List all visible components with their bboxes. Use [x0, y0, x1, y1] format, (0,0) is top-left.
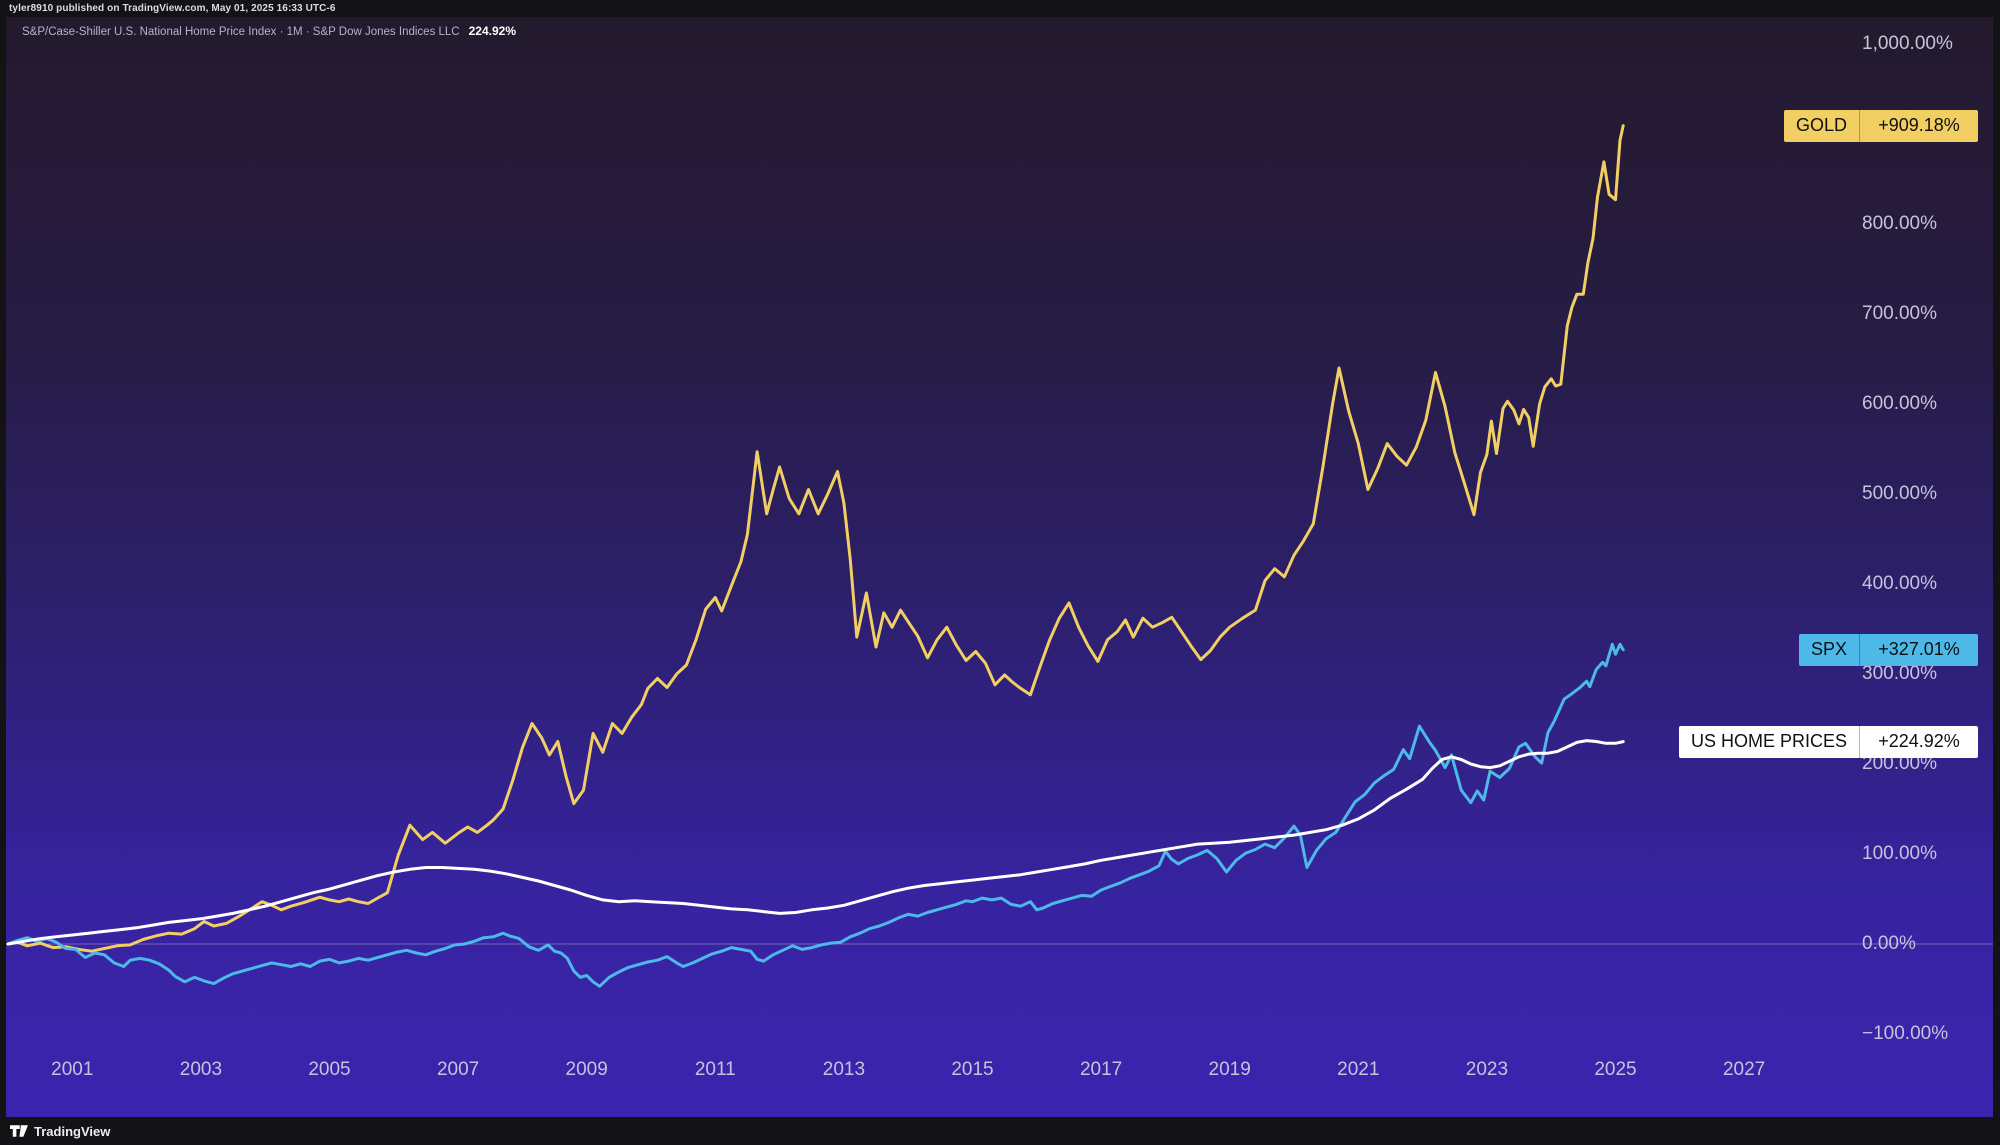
- publish-info-bar: tyler8910 published on TradingView.com, …: [0, 0, 2000, 17]
- symbol-description: S&P/Case-Shiller U.S. National Home Pric…: [22, 26, 460, 38]
- series-line-us-home-prices: [6, 739, 1625, 946]
- tradingview-wordmark: TradingView: [34, 1123, 111, 1139]
- series-change-gold: +909.18%: [1859, 109, 1978, 142]
- publish-info-text: tyler8910 published on TradingView.com, …: [9, 3, 336, 14]
- symbol-change-value: 224.92%: [468, 24, 516, 38]
- series-change-us-home-prices: +224.92%: [1859, 725, 1978, 758]
- price-label-gold: GOLD +909.18%: [1783, 109, 1978, 142]
- series-name-gold: GOLD: [1795, 115, 1847, 136]
- series-lines-svg[interactable]: [6, 17, 1993, 1117]
- series-line-spx: [6, 642, 1625, 988]
- series-name-us-home-prices: US HOME PRICES: [1690, 731, 1847, 752]
- symbol-info: S&P/Case-Shiller U.S. National Home Pric…: [22, 24, 516, 38]
- chart-plot-area[interactable]: S&P/Case-Shiller U.S. National Home Pric…: [6, 17, 1993, 1117]
- footer-bar: TradingView: [0, 1117, 2000, 1145]
- price-label-us-home-prices: US HOME PRICES +224.92%: [1678, 725, 1978, 758]
- series-change-spx: +327.01%: [1859, 633, 1978, 666]
- price-label-spx: SPX +327.01%: [1798, 633, 1978, 666]
- tradingview-logo[interactable]: TradingView: [10, 1124, 110, 1139]
- tradingview-logo-icon: [10, 1125, 28, 1137]
- series-line-gold: [6, 124, 1625, 953]
- series-name-spx: SPX: [1810, 639, 1847, 660]
